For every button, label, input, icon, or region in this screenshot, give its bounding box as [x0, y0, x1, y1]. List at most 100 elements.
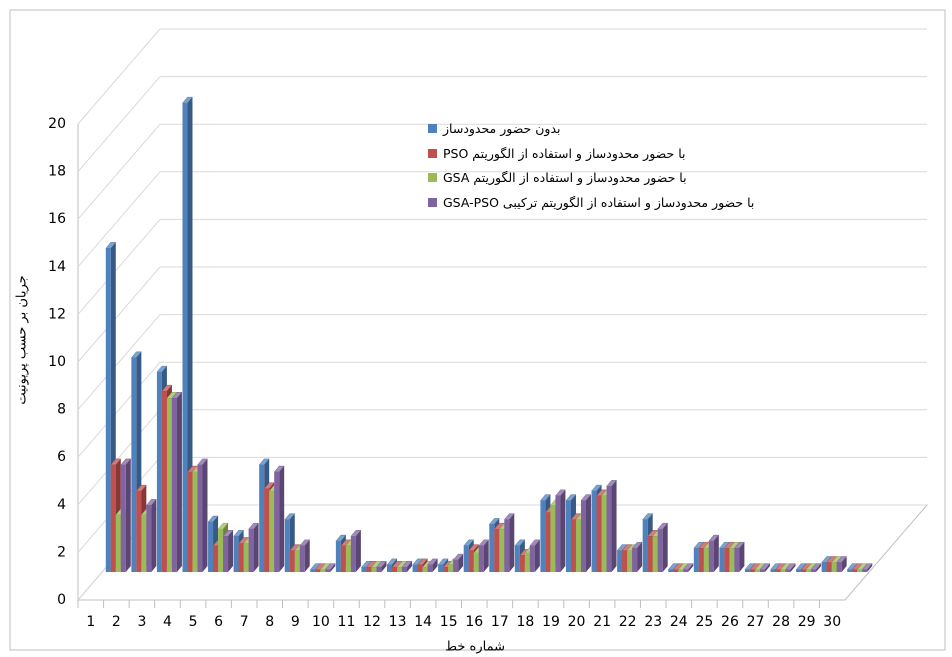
bar-side — [355, 530, 361, 572]
bar-front — [519, 555, 525, 572]
bar-front — [565, 500, 571, 572]
bar-side — [560, 489, 566, 572]
legend-label: با حضور محدودساز و استفاده از الگوریتم G… — [443, 170, 687, 185]
bar-front — [320, 569, 326, 572]
x-tick-label: 10 — [312, 614, 330, 630]
x-tick-label: 24 — [670, 614, 688, 630]
x-tick-label: 15 — [440, 614, 458, 630]
bar-front — [310, 569, 316, 572]
x-tick-label: 8 — [265, 614, 274, 630]
bar-front — [417, 564, 423, 572]
bar-front — [259, 464, 265, 572]
bar-front — [693, 548, 699, 572]
bar-front — [524, 552, 530, 572]
bar-front — [775, 569, 781, 572]
bar-front — [131, 357, 137, 572]
x-tick-label: 3 — [137, 614, 146, 630]
bar-side — [279, 466, 285, 572]
bar-front — [862, 569, 868, 572]
bar-front — [703, 548, 709, 572]
bar-side — [662, 523, 668, 572]
x-tick-label: 11 — [338, 614, 356, 630]
x-tick-label: 27 — [747, 614, 765, 630]
bar — [222, 530, 234, 572]
x-tick-label: 7 — [240, 614, 249, 630]
bar-front — [325, 569, 331, 572]
bar — [759, 563, 771, 572]
bar-front — [801, 569, 807, 572]
x-tick-label: 22 — [619, 614, 637, 630]
legend-swatch — [428, 124, 437, 133]
bar — [503, 513, 515, 572]
bar-front — [580, 500, 586, 572]
bar-front — [478, 545, 484, 572]
bar — [197, 458, 208, 572]
bar-front — [345, 545, 351, 572]
bar-front — [387, 564, 393, 572]
bar-front — [575, 519, 581, 572]
bar-front — [857, 569, 863, 572]
bar-front — [120, 464, 126, 572]
bar-front — [811, 569, 817, 572]
x-tick-label: 1 — [86, 614, 95, 630]
bar-front — [719, 548, 725, 572]
bar-front — [734, 548, 740, 572]
bar — [401, 561, 413, 572]
bar-front — [146, 505, 152, 572]
x-axis-title: شماره خط — [445, 640, 505, 655]
bar — [682, 563, 694, 572]
bar-front — [289, 550, 295, 572]
bar-side — [611, 480, 617, 572]
bar — [376, 561, 387, 572]
bar-front — [708, 541, 714, 572]
bar — [299, 539, 311, 572]
bar-front — [192, 472, 198, 572]
bar-side — [841, 556, 847, 572]
bar-front — [115, 514, 121, 572]
grid-line — [77, 171, 161, 268]
legend-label: بدون حضور محدودساز — [443, 121, 561, 136]
legend-item: بدون حضور محدودساز — [428, 121, 561, 136]
grid-line — [77, 219, 161, 315]
grid-line — [77, 123, 161, 220]
y-tick-label: 10 — [48, 354, 66, 370]
bar-front — [489, 524, 495, 572]
bar-front — [744, 569, 750, 572]
bar-front — [371, 567, 377, 572]
x-tick-label: 19 — [542, 614, 560, 630]
bar-side — [739, 542, 745, 572]
bar-front — [550, 505, 556, 572]
bar-front — [627, 550, 633, 572]
bar-front — [617, 550, 623, 572]
bar-front — [632, 548, 638, 572]
legend-swatch — [428, 197, 437, 207]
x-tick-label: 30 — [823, 614, 841, 630]
bar-front — [770, 569, 776, 572]
bar-side — [253, 523, 259, 572]
x-tick-label: 21 — [593, 614, 611, 630]
bar-front — [223, 536, 229, 572]
bar-front — [238, 543, 244, 572]
bar-front — [366, 567, 372, 572]
x-tick-label: 6 — [214, 614, 223, 630]
grid-line — [77, 28, 161, 125]
bar-side — [151, 499, 157, 572]
x-tick-label: 12 — [363, 614, 381, 630]
legend-swatch — [428, 173, 437, 182]
bar-front — [136, 491, 142, 572]
bar-front — [274, 472, 280, 572]
bar — [606, 480, 617, 572]
bar-side — [187, 97, 193, 572]
bar — [248, 522, 260, 572]
bar-front — [422, 567, 428, 572]
bar-front — [540, 500, 546, 572]
bar-side — [458, 554, 464, 572]
x-tick-label: 2 — [112, 614, 121, 630]
y-axis-title: جریان بر حسب پریونیت — [15, 275, 30, 404]
bar-side — [637, 542, 643, 572]
bar-side — [509, 513, 515, 572]
bar-side — [585, 494, 591, 572]
bar-front — [243, 543, 249, 572]
bar-side — [688, 563, 694, 572]
